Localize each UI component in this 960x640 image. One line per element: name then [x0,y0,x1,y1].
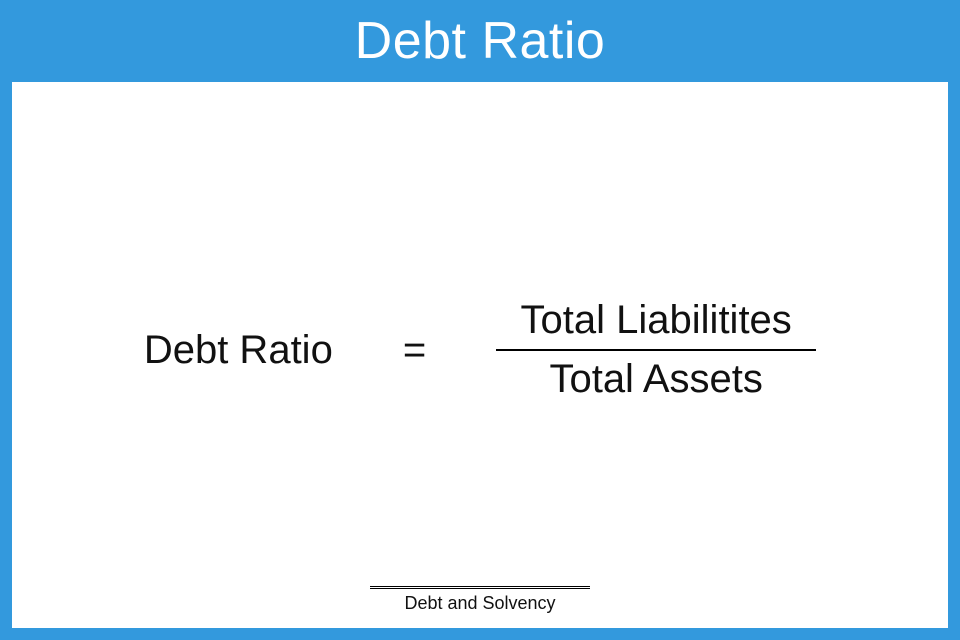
footer-rule [370,586,590,589]
equals-sign: = [403,328,426,373]
slide-title: Debt Ratio [355,11,606,71]
content-panel: Debt Ratio = Total Liabilitites Total As… [12,82,948,628]
fraction-numerator: Total Liabilitites [511,292,802,349]
formula-row: Debt Ratio = Total Liabilitites Total As… [12,292,948,408]
footer: Debt and Solvency [12,586,948,614]
footer-label: Debt and Solvency [404,593,555,614]
slide-frame: Debt Ratio Debt Ratio = Total Liabilitit… [0,0,960,640]
title-bar: Debt Ratio [12,0,948,82]
formula-lhs: Debt Ratio [144,328,333,373]
formula-fraction: Total Liabilitites Total Assets [496,292,816,408]
fraction-denominator: Total Assets [539,351,772,408]
